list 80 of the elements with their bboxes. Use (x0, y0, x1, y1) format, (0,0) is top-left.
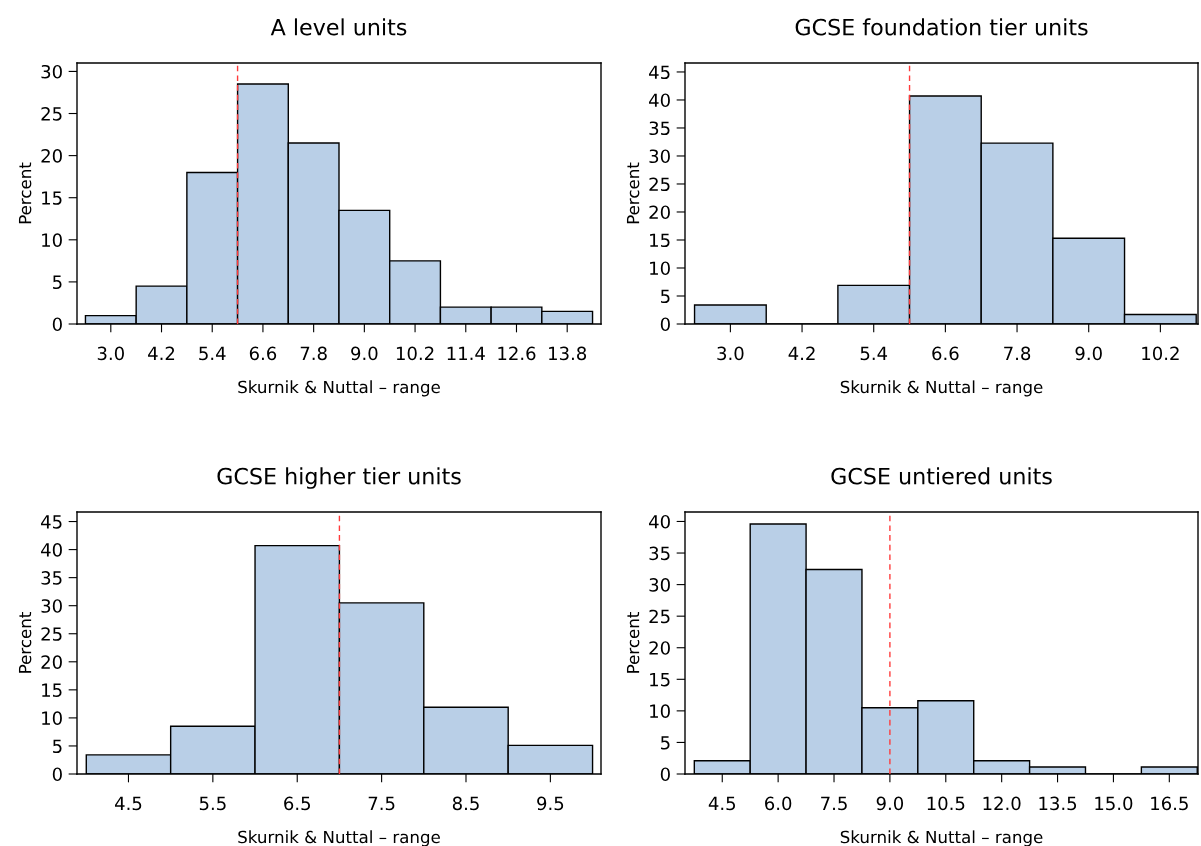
x-tick-label: 13.8 (549, 346, 587, 361)
y-axis-title: Percent (18, 162, 32, 224)
y-tick-label: 0 (52, 767, 62, 782)
y-tick-label: 35 (649, 121, 670, 136)
x-tick-label: 5.4 (199, 346, 226, 361)
x-tick-label: 9.0 (876, 796, 904, 811)
y-tick-label: 45 (41, 515, 62, 529)
y-tick-label: 15 (650, 673, 670, 687)
y-axis-title: Percent (18, 612, 32, 673)
y-tick-label: 0 (52, 317, 62, 332)
y-tick-label: 25 (649, 609, 670, 624)
x-tick-label: 4.2 (788, 346, 815, 360)
y-tick-label: 25 (41, 627, 62, 641)
x-axis-title: Skurnik & Nuttal – range (238, 380, 440, 397)
y-axis-title: Percent (626, 612, 640, 673)
chart-title: GCSE untiered units (831, 467, 1052, 485)
x-tick-label: 10.5 (927, 796, 965, 811)
x-tick-label: 4.5 (115, 796, 142, 811)
y-tick-label: 5 (53, 275, 62, 290)
x-tick-label: 7.8 (300, 346, 327, 361)
y-tick-label: 40 (649, 514, 670, 529)
x-tick-label: 9.0 (351, 346, 378, 361)
x-tick-label: 4.2 (148, 346, 175, 360)
y-tick-label: 35 (649, 546, 670, 561)
x-tick-label: 3.0 (97, 346, 124, 361)
x-tick-label: 13.5 (1039, 796, 1077, 811)
y-tick-label: 20 (41, 655, 62, 669)
x-axis-title: Skurnik & Nuttal – range (840, 830, 1043, 846)
y-tick-label: 45 (649, 65, 670, 80)
y-tick-label: 30 (41, 599, 62, 613)
y-tick-label: 25 (649, 177, 670, 192)
y-tick-label: 15 (650, 233, 670, 248)
y-tick-label: 35 (41, 571, 62, 585)
x-axis-title: Skurnik & Nuttal – range (840, 380, 1043, 397)
x-tick-label: 10.2 (396, 346, 434, 361)
y-tick-label: 15 (42, 191, 62, 205)
y-tick-label: 10 (650, 261, 670, 276)
y-tick-label: 5 (661, 736, 670, 750)
y-tick-label: 40 (649, 93, 670, 108)
x-tick-label: 7.5 (821, 796, 847, 811)
x-tick-label: 7.8 (1004, 346, 1031, 361)
y-tick-label: 0 (660, 317, 670, 332)
x-tick-label: 9.0 (1075, 346, 1102, 361)
y-tick-label: 5 (53, 739, 62, 754)
y-axis-title: Percent (626, 162, 640, 224)
x-tick-label: 6.6 (932, 346, 959, 361)
x-tick-label: 15.0 (1095, 796, 1133, 811)
y-tick-label: 30 (649, 149, 670, 164)
y-tick-label: 5 (661, 289, 670, 304)
y-tick-label: 15 (42, 683, 62, 697)
y-tick-label: 10 (42, 711, 62, 726)
y-tick-label: 20 (41, 149, 62, 163)
x-tick-label: 6.0 (765, 796, 792, 811)
x-tick-label: 6.6 (249, 346, 277, 361)
y-tick-label: 30 (649, 578, 670, 592)
y-tick-label: 10 (42, 233, 62, 247)
x-tick-label: 4.5 (708, 796, 736, 811)
x-tick-label: 9.5 (537, 796, 564, 811)
x-tick-label: 16.5 (1151, 796, 1188, 811)
x-tick-label: 12.0 (983, 796, 1021, 811)
x-tick-label: 5.5 (199, 796, 226, 811)
y-tick-label: 0 (660, 767, 670, 782)
y-tick-label: 20 (649, 641, 670, 655)
x-tick-label: 7.5 (368, 796, 395, 811)
x-axis-title: Skurnik & Nuttal – range (238, 830, 440, 846)
y-tick-label: 25 (41, 106, 62, 121)
x-tick-label: 11.4 (447, 346, 485, 360)
x-tick-label: 12.6 (498, 346, 536, 361)
chart-title: GCSE higher tier units (217, 467, 461, 489)
y-tick-label: 20 (649, 205, 670, 220)
y-tick-label: 30 (41, 64, 62, 79)
x-tick-label: 3.0 (717, 346, 744, 361)
x-tick-label: 5.4 (860, 346, 888, 361)
x-tick-label: 8.5 (452, 796, 479, 811)
y-tick-label: 10 (650, 704, 670, 718)
chart-title: A level units (270, 18, 407, 36)
x-tick-label: 10.2 (1142, 346, 1179, 361)
y-tick-label: 40 (41, 543, 62, 557)
x-tick-label: 6.5 (284, 796, 311, 811)
chart-title: GCSE foundation tier units (795, 18, 1088, 36)
